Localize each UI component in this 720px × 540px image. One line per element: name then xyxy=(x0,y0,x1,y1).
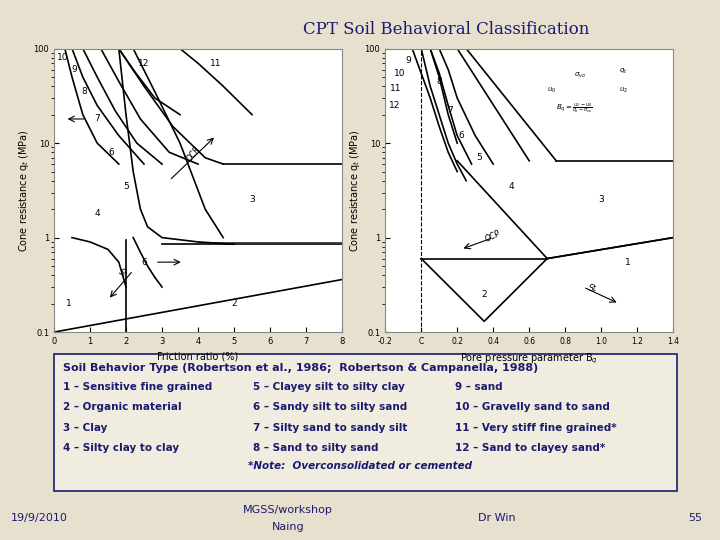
Text: 9 – sand: 9 – sand xyxy=(455,382,503,392)
Text: 5 – Clayey silt to silty clay: 5 – Clayey silt to silty clay xyxy=(253,382,405,392)
Text: 3: 3 xyxy=(598,195,604,205)
Text: *Note:  Overconsolidated or cemented: *Note: Overconsolidated or cemented xyxy=(248,461,472,471)
Text: 6: 6 xyxy=(141,258,147,267)
Text: OCP: OCP xyxy=(485,229,503,244)
Text: 11: 11 xyxy=(390,84,402,93)
Text: 55: 55 xyxy=(688,514,702,523)
Text: 5: 5 xyxy=(123,181,129,191)
Text: $q_t$: $q_t$ xyxy=(619,67,628,76)
X-axis label: Friction ratio (%): Friction ratio (%) xyxy=(158,352,238,361)
Text: Soil Behavior Type (Robertson et al., 1986;  Robertson & Campanella, 1988): Soil Behavior Type (Robertson et al., 19… xyxy=(63,363,538,374)
Text: 11 – Very stiff fine grained*: 11 – Very stiff fine grained* xyxy=(455,423,616,433)
Text: 6 – Sandy silt to silty sand: 6 – Sandy silt to silty sand xyxy=(253,402,408,413)
Text: 6: 6 xyxy=(458,131,464,140)
Text: 3: 3 xyxy=(249,195,255,205)
Text: 10: 10 xyxy=(58,53,68,62)
Text: 12: 12 xyxy=(389,101,400,110)
Text: 4: 4 xyxy=(94,209,100,218)
Text: 11: 11 xyxy=(210,59,222,68)
Text: CPT Soil Behavioral Classification: CPT Soil Behavioral Classification xyxy=(303,21,590,38)
Text: 7 – Silty sand to sandy silt: 7 – Silty sand to sandy silt xyxy=(253,423,408,433)
Text: $\sigma_{vo}$: $\sigma_{vo}$ xyxy=(575,71,586,80)
Text: $B_q = \frac{u_2 - u_0}{q_t - \sigma_{vo}}$: $B_q = \frac{u_2 - u_0}{q_t - \sigma_{vo… xyxy=(557,102,593,116)
Text: 3 – Clay: 3 – Clay xyxy=(63,423,107,433)
Text: 8 – Sand to silty sand: 8 – Sand to silty sand xyxy=(253,443,379,454)
Y-axis label: Cone resistance q$_t$ (MPa): Cone resistance q$_t$ (MPa) xyxy=(17,129,31,252)
Text: 12: 12 xyxy=(138,59,150,68)
Text: 4: 4 xyxy=(508,181,514,191)
Text: 4 – Silty clay to clay: 4 – Silty clay to clay xyxy=(63,443,179,454)
Text: $u_0$: $u_0$ xyxy=(547,86,557,95)
Text: 12 – Sand to clayey sand*: 12 – Sand to clayey sand* xyxy=(455,443,606,454)
Text: 6: 6 xyxy=(109,148,114,157)
Text: 9: 9 xyxy=(71,65,76,74)
Text: 5: 5 xyxy=(476,153,482,162)
Text: 1 – Sensitive fine grained: 1 – Sensitive fine grained xyxy=(63,382,212,392)
Text: 2 – Organic material: 2 – Organic material xyxy=(63,402,181,413)
Text: 9: 9 xyxy=(406,56,411,65)
Text: $u_2$: $u_2$ xyxy=(619,86,629,95)
Text: 2: 2 xyxy=(231,299,237,308)
Text: St: St xyxy=(589,285,596,293)
Text: 10: 10 xyxy=(394,69,405,78)
Text: OCR: OCR xyxy=(186,144,203,163)
Text: 8: 8 xyxy=(436,77,442,86)
Text: St: St xyxy=(117,267,129,279)
X-axis label: Pore pressure parameter B$_q$: Pore pressure parameter B$_q$ xyxy=(460,352,598,366)
FancyBboxPatch shape xyxy=(54,354,677,491)
Text: 7: 7 xyxy=(447,106,453,115)
Text: 19/9/2010: 19/9/2010 xyxy=(11,514,68,523)
Text: 2: 2 xyxy=(482,290,487,299)
Text: Dr Win: Dr Win xyxy=(478,514,516,523)
Text: 7: 7 xyxy=(94,114,100,124)
Text: 1: 1 xyxy=(626,258,631,267)
Text: 1: 1 xyxy=(66,299,71,308)
Text: Naing: Naing xyxy=(271,522,305,531)
Text: 8: 8 xyxy=(82,87,87,96)
Text: MGSS/workshop: MGSS/workshop xyxy=(243,505,333,515)
Y-axis label: Cone resistance q$_t$ (MPa): Cone resistance q$_t$ (MPa) xyxy=(348,129,362,252)
Text: 10 – Gravelly sand to sand: 10 – Gravelly sand to sand xyxy=(455,402,610,413)
